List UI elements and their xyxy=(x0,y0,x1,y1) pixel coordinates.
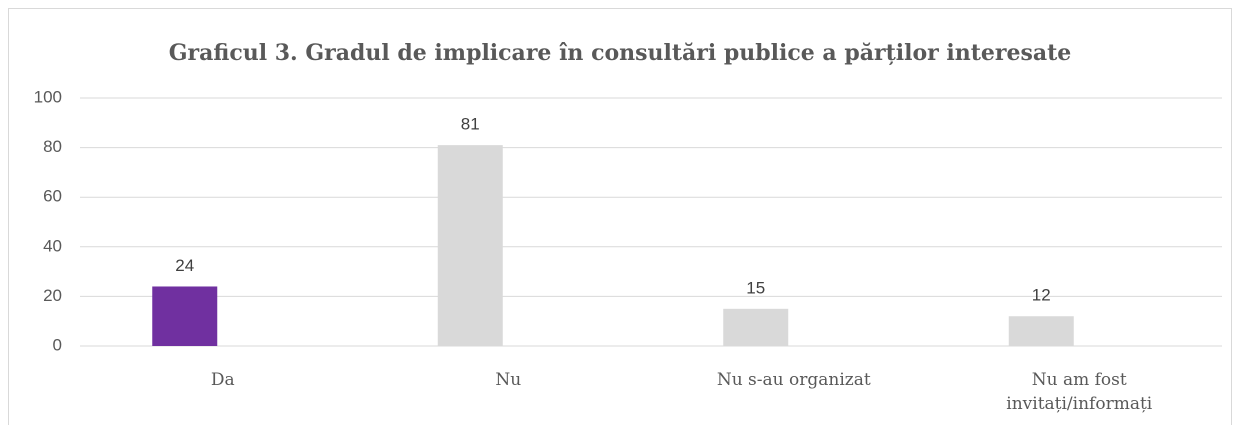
x-tick-label: Nu s-au organizat xyxy=(716,370,871,390)
y-tick-label: 20 xyxy=(43,286,62,305)
chart-title: Graficul 3. Gradul de implicare în consu… xyxy=(169,40,1072,66)
data-label: 81 xyxy=(461,115,480,134)
bar xyxy=(1008,316,1074,346)
data-label: 15 xyxy=(746,278,765,297)
bar xyxy=(152,286,218,346)
data-label: 12 xyxy=(1032,286,1051,305)
x-tick-label: Nu xyxy=(495,370,522,390)
x-tick-label: Nu am fost invitați/informați xyxy=(1006,370,1153,414)
x-tick-label: Da xyxy=(210,370,235,390)
y-tick-label: 80 xyxy=(43,137,62,156)
y-tick-label: 100 xyxy=(34,87,62,106)
chart-frame xyxy=(8,8,1232,425)
bar xyxy=(723,308,789,346)
y-tick-label: 0 xyxy=(53,335,62,354)
bar xyxy=(437,145,503,346)
y-tick-label: 40 xyxy=(43,236,62,255)
y-tick-label: 60 xyxy=(43,187,62,206)
data-label: 24 xyxy=(175,256,194,275)
